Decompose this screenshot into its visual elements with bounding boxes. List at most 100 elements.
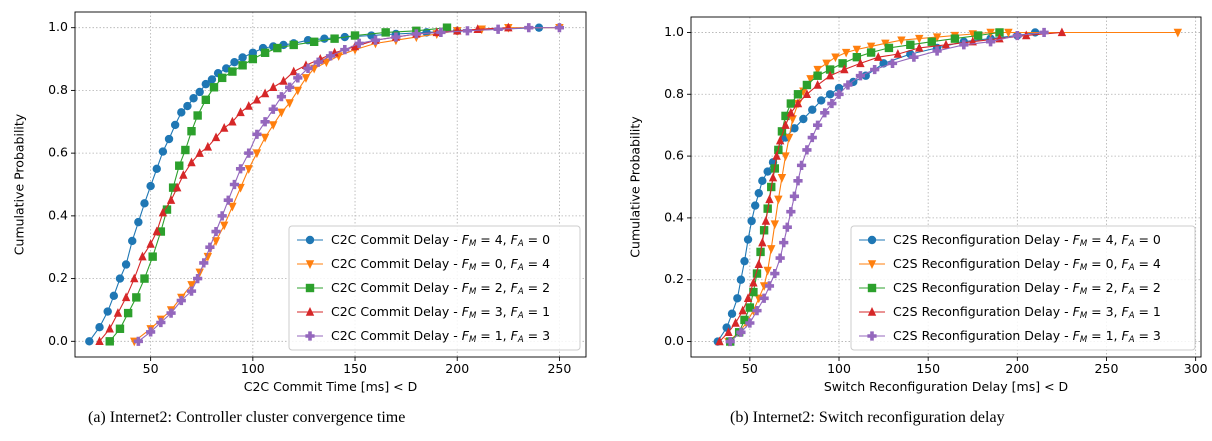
x-tick-label: 300 [1184, 361, 1208, 376]
data-point [1004, 28, 1013, 38]
data-point [462, 26, 473, 36]
data-point [915, 42, 924, 52]
y-tick-label: 0.2 [664, 271, 684, 286]
data-point [959, 40, 969, 50]
y-tick-label: 0.8 [664, 86, 684, 101]
data-point [244, 101, 253, 110]
data-point [354, 38, 364, 48]
data-point [140, 199, 149, 208]
data-point [209, 83, 219, 92]
data-point [813, 65, 822, 75]
data-point [252, 129, 262, 139]
data-point [786, 207, 796, 217]
data-point [764, 281, 775, 291]
data-point [986, 28, 995, 38]
data-point [813, 120, 823, 130]
data-point [103, 307, 112, 316]
data-point [187, 126, 196, 136]
data-point [193, 111, 202, 120]
legend-entry-label: C2S Reconfiguration Delay - FM = 0, FA =… [893, 256, 1161, 273]
data-point [932, 46, 942, 56]
data-point [381, 28, 390, 37]
x-tick-label: 150 [343, 361, 367, 376]
legend-entry-label: C2C Commit Delay - FM = 1, FA = 3 [331, 328, 550, 345]
data-point [985, 37, 996, 47]
data-point [827, 98, 837, 109]
data-point [727, 309, 737, 318]
data-point [303, 63, 313, 74]
data-point [524, 23, 534, 33]
data-point [724, 327, 733, 336]
series-3 [715, 27, 1067, 346]
legend-entry-label: C2C Commit Delay - FM = 0, FA = 4 [331, 256, 550, 273]
data-point [244, 148, 254, 158]
data-point [313, 57, 323, 67]
data-point [289, 40, 298, 50]
data-point [738, 305, 747, 315]
data-point [370, 35, 381, 45]
y-tick-label: 0.4 [664, 209, 684, 224]
data-point [759, 293, 769, 303]
data-point [786, 99, 796, 108]
data-point [870, 64, 880, 75]
data-point [790, 124, 799, 133]
series-4 [133, 23, 565, 346]
data-point [834, 83, 844, 93]
data-point [340, 45, 350, 55]
x-axis-label: C2C Commit Time [ms] < D [244, 379, 418, 394]
data-point [179, 170, 188, 179]
x-axis-label: Switch Reconfiguration Delay [ms] < D [824, 379, 1068, 394]
data-point [758, 176, 767, 186]
data-point [236, 107, 245, 117]
data-point [841, 48, 851, 58]
data-point [781, 152, 790, 162]
x-tick-label: 250 [1095, 361, 1119, 376]
data-point [411, 29, 421, 39]
data-point [770, 268, 780, 279]
data-point [453, 25, 462, 35]
data-point [752, 306, 762, 316]
data-point [793, 176, 803, 186]
data-point [252, 94, 262, 104]
data-point [146, 327, 156, 337]
data-point [884, 43, 894, 53]
data-point [211, 226, 221, 237]
legend: C2C Commit Delay - FM = 4, FA = 0 C2C Com… [288, 225, 581, 351]
data-point [763, 167, 772, 176]
chart-panel-a: 50 100 150 200 250 0.0 0.2 0.4 0.6 0.8 1.0 C2C Comm… [12, 11, 587, 394]
series-4 [725, 27, 1049, 347]
legend-swatch-marker [867, 283, 877, 293]
data-point [195, 87, 204, 97]
data-point [767, 245, 776, 254]
data-point [799, 87, 808, 97]
data-point [786, 107, 796, 117]
data-point [166, 308, 176, 318]
legend-swatch-marker [305, 260, 315, 269]
y-tick-label: 0.0 [664, 333, 684, 348]
data-point [166, 195, 176, 204]
data-point [745, 318, 755, 328]
data-point [201, 95, 211, 105]
data-point [758, 237, 767, 247]
data-point [775, 135, 785, 145]
legend-swatch-marker [867, 235, 877, 245]
data-point [825, 65, 835, 74]
x-tick-label: 100 [241, 361, 265, 376]
data-point [793, 90, 803, 99]
series-2 [105, 23, 452, 346]
axes-frame [690, 16, 1202, 358]
legend-box [288, 225, 581, 351]
x-tick-label: 50 [742, 361, 758, 376]
data-point [820, 108, 830, 118]
data-point [816, 96, 826, 105]
x-tick-label: 100 [827, 361, 851, 376]
series-0 [85, 23, 544, 346]
data-point [861, 71, 870, 80]
data-point [85, 337, 94, 346]
data-point [802, 145, 812, 155]
data-point [156, 317, 166, 328]
x-tick-label: 250 [547, 361, 571, 376]
data-point [777, 127, 787, 136]
data-point [866, 48, 876, 57]
data-point [806, 75, 815, 84]
